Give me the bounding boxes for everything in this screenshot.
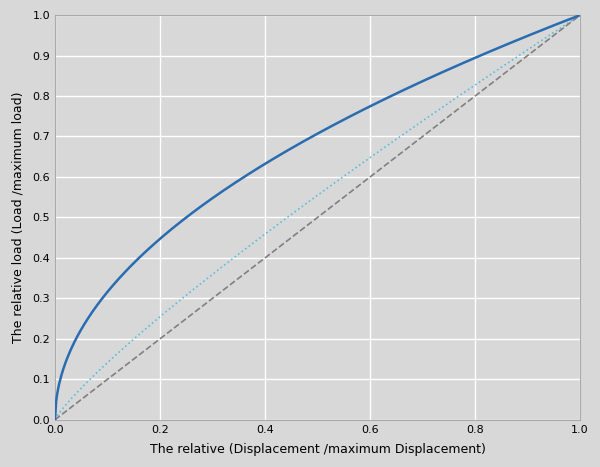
- X-axis label: The relative (Displacement /maximum Displacement): The relative (Displacement /maximum Disp…: [149, 443, 485, 456]
- Y-axis label: The relative load (Load /maximum load): The relative load (Load /maximum load): [11, 92, 24, 343]
